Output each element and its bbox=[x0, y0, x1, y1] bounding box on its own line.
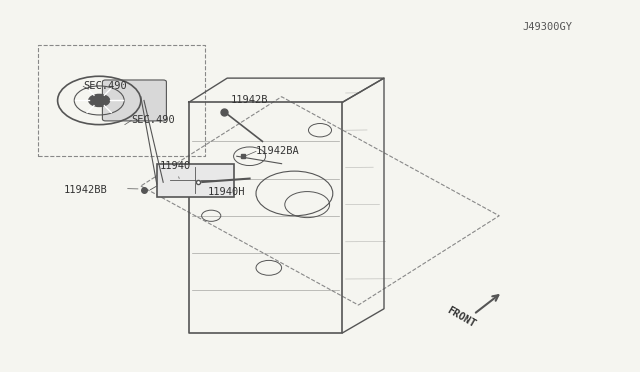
Text: 11940H: 11940H bbox=[208, 187, 246, 196]
Text: 11942BB: 11942BB bbox=[64, 185, 108, 195]
FancyBboxPatch shape bbox=[157, 164, 234, 197]
Text: SEC.490: SEC.490 bbox=[131, 115, 175, 125]
Text: SEC.490: SEC.490 bbox=[83, 81, 127, 90]
Text: J49300GY: J49300GY bbox=[522, 22, 572, 32]
FancyBboxPatch shape bbox=[102, 80, 166, 121]
Circle shape bbox=[89, 94, 109, 106]
Text: 11942B: 11942B bbox=[230, 96, 268, 105]
Text: 11942BA: 11942BA bbox=[256, 146, 300, 155]
Text: FRONT: FRONT bbox=[445, 305, 477, 329]
Text: 11940: 11940 bbox=[160, 161, 191, 179]
